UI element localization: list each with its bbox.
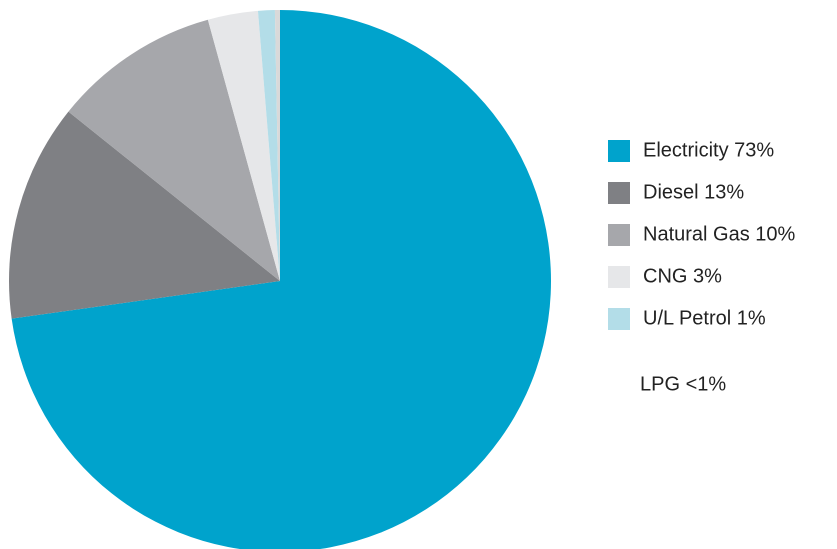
- legend-swatch: [608, 224, 630, 246]
- legend-label: Natural Gas 10%: [643, 223, 796, 245]
- legend-swatch: [608, 140, 630, 162]
- pie-slice: [11, 10, 551, 549]
- legend-swatch: [608, 266, 630, 288]
- pie-slice: [68, 19, 281, 281]
- pie-slice: [274, 10, 280, 281]
- pie-slice: [207, 10, 280, 282]
- pie-slice: [257, 10, 280, 282]
- legend-swatch: [608, 182, 630, 204]
- legend-label: LPG <1%: [640, 373, 726, 395]
- legend-label: Diesel 13%: [643, 181, 744, 203]
- pie-slice: [9, 111, 281, 319]
- legend-swatch: [608, 308, 630, 330]
- legend-label: CNG 3%: [643, 265, 722, 287]
- legend-label: U/L Petrol 1%: [643, 307, 766, 329]
- legend-label: Electricity 73%: [643, 139, 774, 161]
